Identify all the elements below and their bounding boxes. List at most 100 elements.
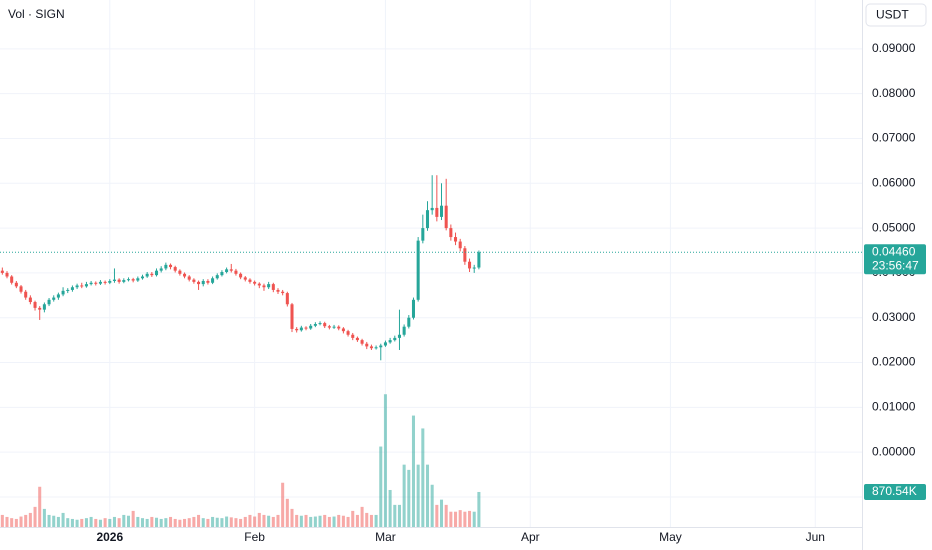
y-tick-label: 0.02000 — [872, 355, 916, 369]
volume-bar — [304, 514, 308, 527]
volume-bar — [346, 516, 350, 527]
volume-bar — [234, 518, 238, 527]
candle-body — [169, 264, 173, 268]
x-tick-label: Feb — [244, 530, 265, 544]
candle-body — [365, 343, 369, 347]
volume-bar — [169, 516, 173, 527]
volume-bar — [38, 486, 42, 527]
candle-body — [407, 317, 411, 327]
candle-body — [430, 207, 434, 211]
volume-bar — [70, 518, 74, 527]
y-tick-label: 0.06000 — [872, 175, 916, 189]
candle-body — [229, 269, 233, 271]
candle-body — [154, 270, 159, 276]
candle-body — [183, 273, 187, 277]
last-price-box — [864, 244, 926, 275]
candle-body — [220, 272, 224, 276]
y-tick-label: 0.07000 — [872, 131, 916, 145]
volume-bar — [281, 482, 285, 527]
y-tick-label: 0.03000 — [872, 310, 916, 324]
candle-body — [103, 281, 107, 283]
volume-bar — [150, 516, 154, 527]
volume-bar — [271, 516, 275, 527]
volume-bar — [257, 512, 261, 527]
volume-bar — [332, 516, 336, 527]
volume-bar — [84, 518, 88, 527]
candle-body — [98, 281, 102, 284]
volume-bar — [397, 504, 401, 527]
x-tick-label: Jun — [806, 530, 825, 544]
candle-body — [388, 340, 392, 343]
volume-bar — [140, 518, 145, 527]
candle-body — [285, 293, 289, 305]
candle-body — [346, 331, 350, 335]
volume-bar — [477, 491, 481, 527]
volume-bar — [215, 517, 219, 527]
candle-body — [262, 285, 266, 288]
volume-bar — [337, 514, 341, 527]
volume-bar — [117, 518, 121, 527]
volume-bar — [14, 518, 18, 527]
candle-body — [243, 277, 247, 280]
candle-body — [47, 299, 51, 305]
candle-body — [80, 285, 84, 287]
candle-body — [271, 284, 275, 290]
volume-bar — [131, 510, 135, 527]
candle-body — [355, 337, 359, 341]
candle-body — [253, 281, 257, 284]
candle-body — [178, 270, 182, 274]
candle-body — [56, 294, 60, 298]
volume-bar — [159, 518, 163, 527]
last-volume-box — [864, 483, 926, 500]
volume-bar — [154, 517, 159, 527]
volume-bar — [80, 518, 84, 527]
plot — [0, 175, 481, 527]
candle-body — [94, 282, 98, 284]
volume-bar — [164, 518, 168, 527]
y-tick-label: 0.05000 — [872, 220, 916, 234]
candle-body — [66, 289, 70, 291]
volume-bar — [416, 464, 420, 527]
candle-body — [19, 286, 23, 292]
candle-body — [225, 269, 229, 273]
volume-bar — [421, 428, 425, 527]
volume-bar — [66, 518, 70, 527]
candle-body — [70, 287, 74, 290]
volume-bar — [229, 517, 233, 527]
volume-bar — [75, 519, 79, 527]
candle-body — [383, 342, 387, 346]
candle-body — [295, 328, 299, 331]
currency[interactable]: USDT — [876, 8, 909, 22]
volume-bar — [360, 506, 364, 527]
candle-body — [309, 325, 313, 329]
volume-bar — [183, 518, 187, 527]
volume-bar — [187, 518, 191, 527]
currency-button[interactable] — [865, 3, 927, 27]
candle-body — [454, 237, 458, 242]
volume-bar — [402, 464, 406, 527]
volume-bar — [24, 514, 28, 527]
volume-bar — [5, 516, 9, 527]
last-volume-label: 870.54K — [872, 484, 917, 498]
candle-body — [84, 284, 88, 287]
volume-bar — [374, 514, 378, 527]
y-tick-label: 0.08000 — [872, 86, 916, 100]
candle-body — [126, 279, 131, 281]
x-tick-label: 2026 — [96, 530, 123, 544]
candle-body — [122, 280, 126, 282]
candle-body — [187, 276, 191, 280]
candle-body — [369, 346, 373, 349]
y-tick-label: 0.09000 — [872, 41, 916, 55]
candle-body — [234, 270, 238, 274]
candle-body — [197, 281, 201, 285]
volume-bar — [0, 514, 4, 527]
volume-bar — [463, 511, 467, 527]
candle-body — [276, 289, 280, 292]
volume-bar — [379, 446, 383, 527]
candle-body — [257, 283, 261, 286]
volume-bar — [454, 511, 458, 527]
candle-body — [150, 273, 154, 276]
volume-bar — [192, 516, 196, 527]
candle-body — [201, 280, 205, 285]
